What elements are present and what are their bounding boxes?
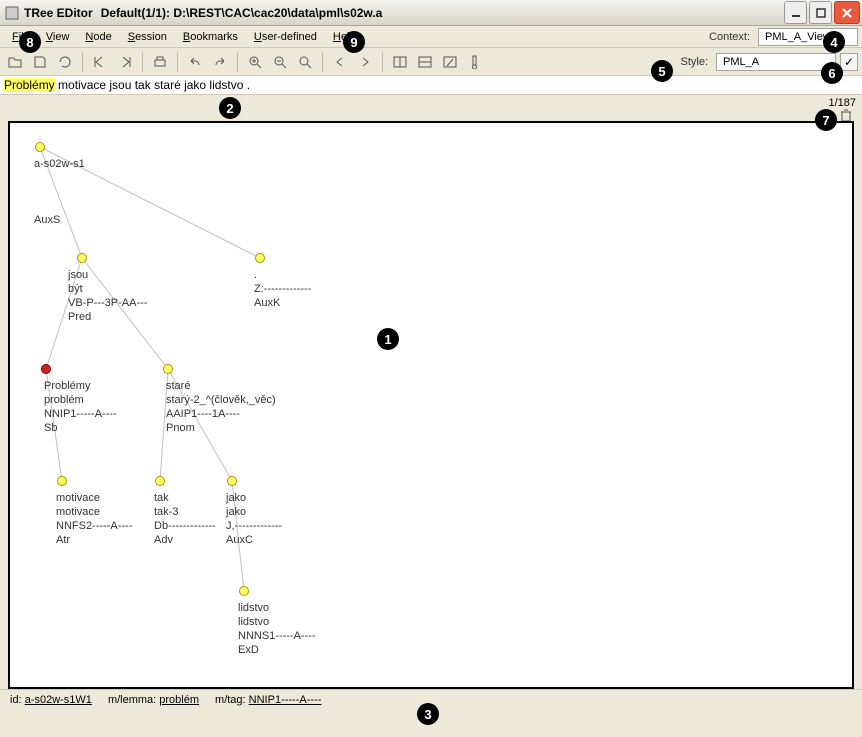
status-lemma: m/lemma: problém [108, 694, 199, 706]
tree-node-label: AuxS [34, 213, 60, 227]
callout-4: 4 [823, 31, 845, 53]
titlebar: TRee EDitor Default(1/1): D:\REST\CAC\ca… [0, 0, 862, 26]
tree-node-label: a-s02w-s1 [34, 157, 85, 171]
minimize-button[interactable] [784, 1, 807, 24]
prev-file-icon[interactable] [89, 51, 111, 73]
tree-node-label: ProblémyproblémNNIP1-----A----Sb [44, 379, 117, 435]
tree-node-label: lidstvolidstvoNNNS1-----A----ExD [238, 601, 316, 657]
menu-userdefined[interactable]: User-defined [246, 29, 325, 45]
split-h-icon[interactable] [414, 51, 436, 73]
tree-node-label: .Z:-------------AuxK [254, 268, 311, 310]
tree-node-label: jakojakoJ,-------------AuxC [226, 491, 282, 547]
detach-icon[interactable] [439, 51, 461, 73]
callout-7: 7 [815, 109, 837, 131]
menu-session[interactable]: Session [120, 29, 175, 45]
redo-icon[interactable] [209, 51, 231, 73]
callout-6: 6 [821, 62, 843, 84]
style-label: Style: [680, 56, 708, 68]
undo-icon[interactable] [184, 51, 206, 73]
doc-path: Default(1/1): D:\REST\CAC\cac20\data\pml… [101, 6, 383, 20]
split-v-icon[interactable] [389, 51, 411, 73]
close-button[interactable] [834, 1, 860, 24]
tree-node-label: jsoubýtVB-P---3P-AA---Pred [68, 268, 147, 324]
toolbar: Style: PML_A ✓ [0, 48, 862, 76]
next-file-icon[interactable] [114, 51, 136, 73]
status-tag: m/tag: NNIP1-----A---- [215, 694, 321, 706]
menu-view[interactable]: View [38, 29, 78, 45]
zoom-in-icon[interactable] [244, 51, 266, 73]
status-id: id: a-s02w-s1W1 [10, 694, 92, 706]
tree-counter: 1/187 [828, 97, 856, 109]
print-icon[interactable] [149, 51, 171, 73]
context-label: Context: [709, 31, 750, 43]
callout-3: 3 [417, 703, 439, 725]
reload-icon[interactable] [54, 51, 76, 73]
prev-tree-icon[interactable] [329, 51, 351, 73]
counter-row: 1/187 [0, 95, 862, 121]
save-icon[interactable] [29, 51, 51, 73]
tree-node-label: staréstarý-2_^(člověk,_věc)AAIP1----1A--… [166, 379, 276, 435]
app-name: TRee EDitor [24, 6, 93, 20]
app-icon [4, 5, 20, 21]
sentence-rest: motivace jsou tak staré jako lidstvo . [55, 78, 250, 92]
callout-1: 1 [377, 328, 399, 350]
maximize-button[interactable] [809, 1, 832, 24]
next-tree-icon[interactable] [354, 51, 376, 73]
menubar: File View Node Session Bookmarks User-de… [0, 26, 862, 48]
tree-canvas[interactable]: a-s02w-s1 AuxS jsoubýtVB-P---3P-AA---Pred.… [8, 121, 854, 689]
callout-8: 8 [19, 31, 41, 53]
thermometer-icon[interactable] [464, 51, 486, 73]
zoom-out-icon[interactable] [269, 51, 291, 73]
callout-9: 9 [343, 31, 365, 53]
style-field[interactable]: PML_A [716, 53, 836, 71]
menu-node[interactable]: Node [77, 29, 119, 45]
menu-bookmarks[interactable]: Bookmarks [175, 29, 246, 45]
callout-5: 5 [651, 60, 673, 82]
zoom-fit-icon[interactable] [294, 51, 316, 73]
callout-2: 2 [219, 97, 241, 119]
apply-style-button[interactable]: ✓ [840, 53, 858, 71]
tree-node-label: motivacemotivaceNNFS2-----A----Atr [56, 491, 132, 547]
sentence-bar: Problémy motivace jsou tak staré jako li… [0, 76, 862, 95]
sentence-highlight: Problémy [4, 78, 55, 92]
open-icon[interactable] [4, 51, 26, 73]
tree-node-label: taktak-3Db-------------Adv [154, 491, 216, 547]
